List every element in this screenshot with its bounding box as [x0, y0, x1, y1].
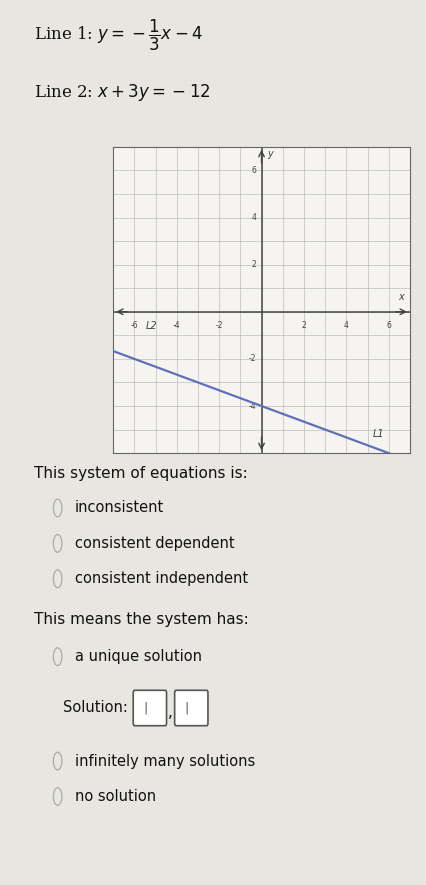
Text: 6: 6: [386, 321, 390, 330]
Text: no solution: no solution: [75, 789, 155, 804]
Text: Line 1: $y=-\dfrac{1}{3}x-4$: Line 1: $y=-\dfrac{1}{3}x-4$: [34, 18, 202, 53]
Text: This system of equations is:: This system of equations is:: [34, 466, 248, 481]
Text: -4: -4: [173, 321, 180, 330]
Text: y: y: [266, 149, 272, 159]
Text: L2: L2: [145, 321, 157, 331]
Text: 2: 2: [301, 321, 305, 330]
Text: 6: 6: [251, 166, 256, 175]
Text: Line 2: $x+3y=-12$: Line 2: $x+3y=-12$: [34, 82, 210, 104]
Text: -2: -2: [248, 354, 256, 364]
Text: |: |: [143, 702, 147, 714]
Text: -4: -4: [248, 402, 256, 411]
Text: ,: ,: [167, 705, 173, 720]
Text: -2: -2: [215, 321, 222, 330]
Text: L1: L1: [371, 429, 383, 439]
Text: x: x: [397, 292, 403, 303]
Text: 4: 4: [343, 321, 348, 330]
Text: infinitely many solutions: infinitely many solutions: [75, 754, 254, 768]
Text: 2: 2: [251, 260, 256, 269]
Text: consistent independent: consistent independent: [75, 572, 247, 586]
Text: -6: -6: [130, 321, 138, 330]
Text: inconsistent: inconsistent: [75, 501, 164, 515]
Text: This means the system has:: This means the system has:: [34, 612, 248, 627]
Text: consistent dependent: consistent dependent: [75, 536, 234, 550]
Text: Solution:: Solution:: [63, 701, 128, 715]
Text: |: |: [184, 702, 188, 714]
Text: 4: 4: [251, 213, 256, 222]
Text: a unique solution: a unique solution: [75, 650, 201, 664]
